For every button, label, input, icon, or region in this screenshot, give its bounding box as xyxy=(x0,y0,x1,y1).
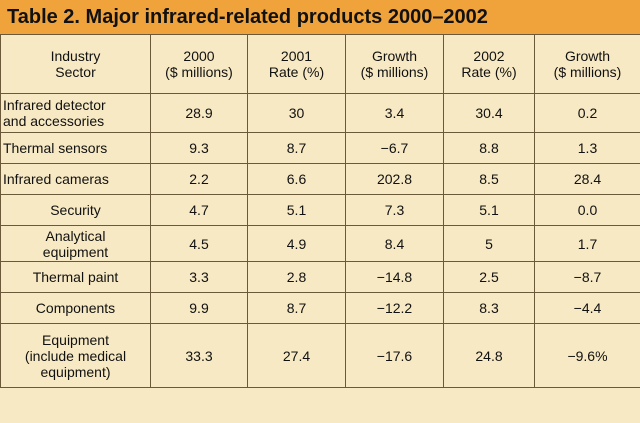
sector-cell: Security xyxy=(0,194,151,226)
rate-2002-cell: 8.3 xyxy=(443,292,535,324)
header-2000: 2000 ($ millions) xyxy=(150,34,248,94)
growth-2001-cell: −12.2 xyxy=(345,292,444,324)
rate-2002-cell: 8.5 xyxy=(443,163,535,195)
header-growth-2002: Growth ($ millions) xyxy=(534,34,640,94)
header-2001-rate: 2001 Rate (%) xyxy=(247,34,346,94)
sector-cell: Infrared cameras xyxy=(0,163,151,195)
value-2000-cell: 2.2 xyxy=(150,163,248,195)
table-title: Table 2. Major infrared-related products… xyxy=(0,0,640,34)
value-2000-cell: 33.3 xyxy=(150,323,248,388)
growth-2002-cell: 1.3 xyxy=(534,132,640,164)
rate-2001-cell: 30 xyxy=(247,93,346,133)
rate-2001-cell: 8.7 xyxy=(247,132,346,164)
growth-2002-cell: −9.6% xyxy=(534,323,640,388)
value-2000-cell: 4.7 xyxy=(150,194,248,226)
growth-2001-cell: 202.8 xyxy=(345,163,444,195)
table-row: Thermal paint 3.3 2.8 −14.8 2.5 −8.7 xyxy=(0,261,640,293)
table-row: Thermal sensors 9.3 8.7 −6.7 8.8 1.3 xyxy=(0,132,640,164)
growth-2002-cell: −4.4 xyxy=(534,292,640,324)
header-industry-sector: Industry Sector xyxy=(0,34,151,94)
sector-cell: Equipment (include medical equipment) xyxy=(0,323,151,388)
header-growth-2001: Growth ($ millions) xyxy=(345,34,444,94)
growth-2002-cell: −8.7 xyxy=(534,261,640,293)
growth-2001-cell: −17.6 xyxy=(345,323,444,388)
sector-cell: Analytical equipment xyxy=(0,225,151,262)
growth-2001-cell: −6.7 xyxy=(345,132,444,164)
growth-2001-cell: 7.3 xyxy=(345,194,444,226)
rate-2001-cell: 2.8 xyxy=(247,261,346,293)
table-row: Components 9.9 8.7 −12.2 8.3 −4.4 xyxy=(0,292,640,324)
rate-2001-cell: 5.1 xyxy=(247,194,346,226)
rate-2001-cell: 8.7 xyxy=(247,292,346,324)
growth-2002-cell: 0.2 xyxy=(534,93,640,133)
value-2000-cell: 3.3 xyxy=(150,261,248,293)
growth-2002-cell: 0.0 xyxy=(534,194,640,226)
sector-cell: Thermal paint xyxy=(0,261,151,293)
table-row: Equipment (include medical equipment) 33.3… xyxy=(0,323,640,388)
growth-2002-cell: 28.4 xyxy=(534,163,640,195)
rate-2002-cell: 30.4 xyxy=(443,93,535,133)
sector-cell: Components xyxy=(0,292,151,324)
sector-cell: Thermal sensors xyxy=(0,132,151,164)
table-row: Analytical equipment 4.5 4.9 8.4 5 1.7 xyxy=(0,225,640,262)
rate-2001-cell: 6.6 xyxy=(247,163,346,195)
value-2000-cell: 9.9 xyxy=(150,292,248,324)
growth-2001-cell: −14.8 xyxy=(345,261,444,293)
growth-2002-cell: 1.7 xyxy=(534,225,640,262)
rate-2002-cell: 2.5 xyxy=(443,261,535,293)
value-2000-cell: 9.3 xyxy=(150,132,248,164)
table-row: Infrared cameras 2.2 6.6 202.8 8.5 28.4 xyxy=(0,163,640,195)
header-2002-rate: 2002 Rate (%) xyxy=(443,34,535,94)
rate-2002-cell: 5 xyxy=(443,225,535,262)
rate-2002-cell: 8.8 xyxy=(443,132,535,164)
rate-2002-cell: 24.8 xyxy=(443,323,535,388)
growth-2001-cell: 8.4 xyxy=(345,225,444,262)
rate-2001-cell: 4.9 xyxy=(247,225,346,262)
table-row: Security 4.7 5.1 7.3 5.1 0.0 xyxy=(0,194,640,226)
products-table: Industry Sector 2000 ($ millions) 2001 Rate… xyxy=(0,34,640,388)
sector-cell: Infrared detector and accessories xyxy=(0,93,151,133)
rate-2002-cell: 5.1 xyxy=(443,194,535,226)
header-row: Industry Sector 2000 ($ millions) 2001 Rate… xyxy=(0,34,640,94)
table-row: Infrared detector and accessories 28.9 30… xyxy=(0,93,640,133)
growth-2001-cell: 3.4 xyxy=(345,93,444,133)
value-2000-cell: 4.5 xyxy=(150,225,248,262)
rate-2001-cell: 27.4 xyxy=(247,323,346,388)
value-2000-cell: 28.9 xyxy=(150,93,248,133)
